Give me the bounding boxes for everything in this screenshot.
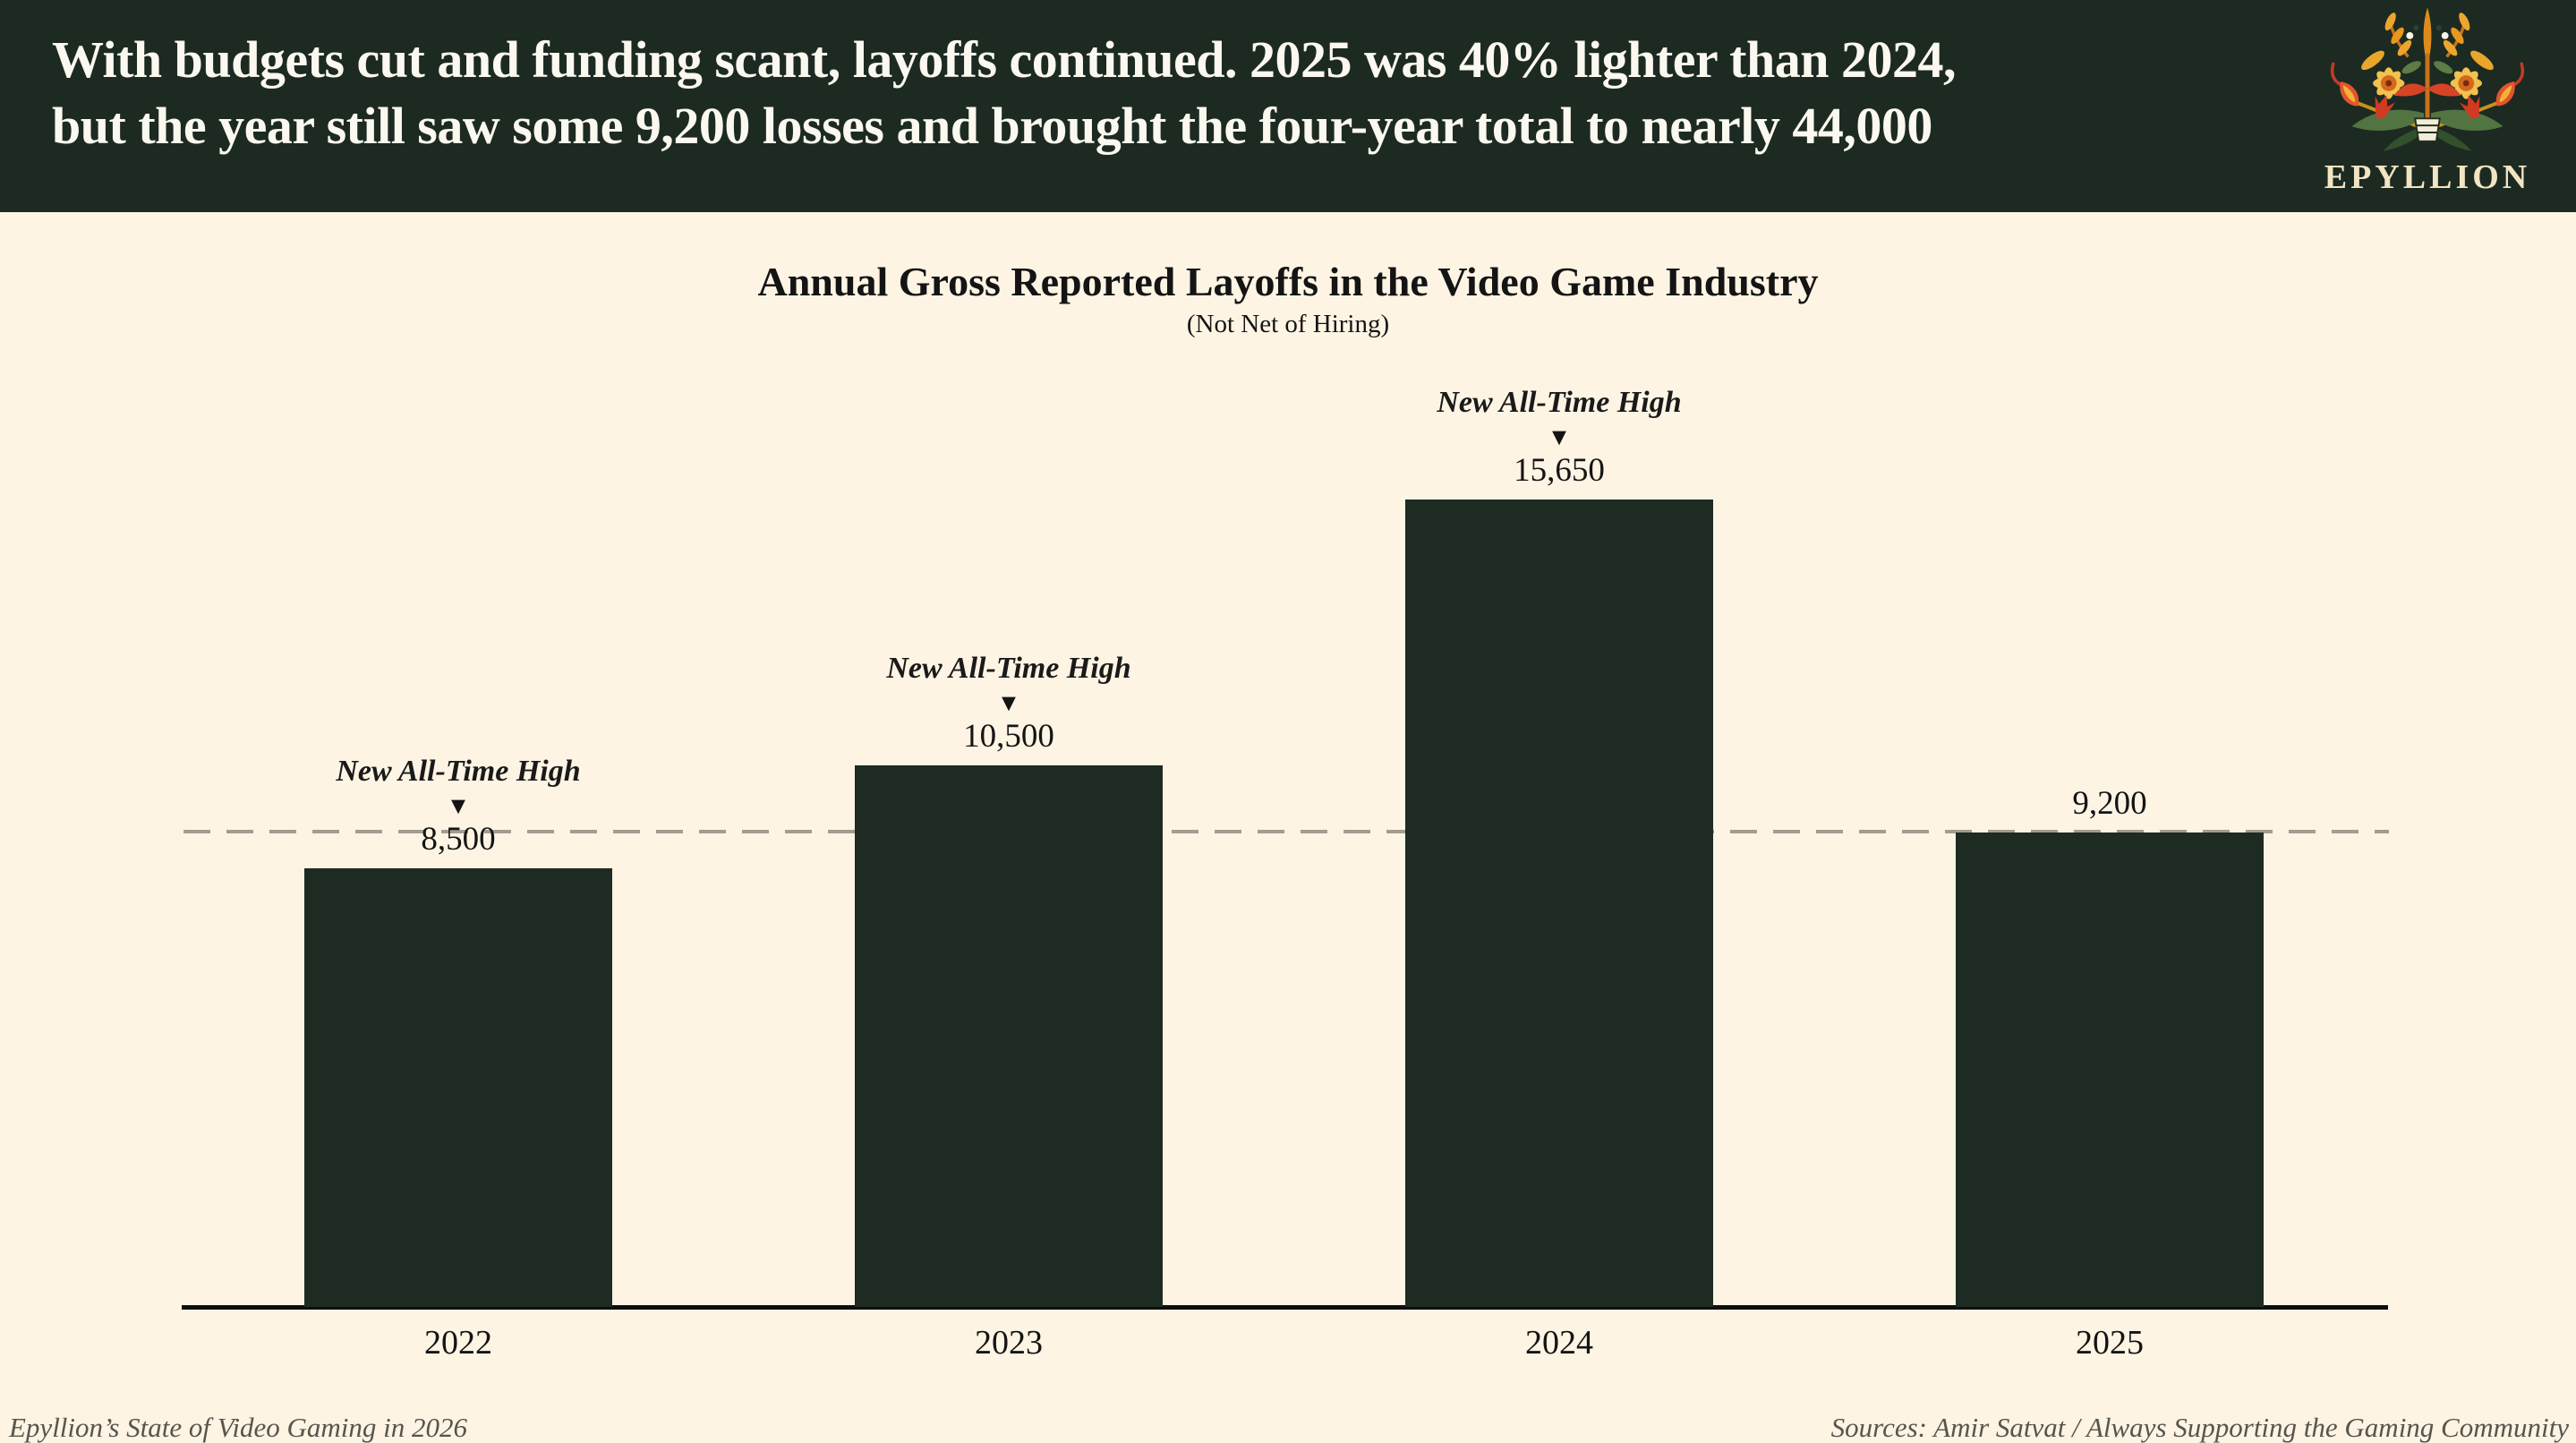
bar-value-2024: 15,650 <box>1514 452 1605 489</box>
bar-value-2025: 9,200 <box>2072 785 2147 822</box>
headline: With budgets cut and funding scant, layo… <box>52 27 1957 159</box>
footer-credit: Epyllion’s State of Video Gaming in 2026 <box>9 1412 468 1443</box>
footer-sources: Sources: Amir Satvat / Always Supporting… <box>1830 1412 2569 1443</box>
chart-subtitle: (Not Net of Hiring) <box>1186 310 1390 338</box>
annotation-label-2023: New All-Time High <box>886 652 1131 685</box>
annotation-label-2022: New All-Time High <box>336 755 581 788</box>
floral-bouquet-icon <box>2330 7 2525 153</box>
bar-2023 <box>855 765 1163 1307</box>
epyllion-logo: EPYLLION <box>2318 2 2537 210</box>
bar-2024 <box>1405 500 1713 1307</box>
x-tick-2022: 2022 <box>424 1324 492 1362</box>
bar-value-2022: 8,500 <box>421 821 496 858</box>
x-tick-2025: 2025 <box>2076 1324 2144 1362</box>
chart-title: Annual Gross Reported Layoffs in the Vid… <box>757 259 1819 304</box>
bar-2022 <box>304 868 612 1307</box>
header-banner: With budgets cut and funding scant, layo… <box>0 0 2576 212</box>
headline-line-1: With budgets cut and funding scant, layo… <box>52 30 1957 89</box>
annotation-label-2024: New All-Time High <box>1437 386 1682 419</box>
x-axis-line <box>182 1305 2388 1310</box>
annotation-arrow-2022: ▼ <box>446 792 471 819</box>
bar-value-2023: 10,500 <box>963 718 1054 755</box>
annotation-arrow-2023: ▼ <box>996 689 1021 716</box>
annotation-arrow-2024: ▼ <box>1547 423 1572 450</box>
x-tick-2024: 2024 <box>1525 1324 1593 1362</box>
reference-dashed-line <box>183 829 2389 833</box>
bar-2025 <box>1956 832 2264 1307</box>
headline-line-2: but the year still saw some 9,200 losses… <box>52 97 1932 155</box>
x-tick-2023: 2023 <box>975 1324 1043 1362</box>
logo-wordmark: EPYLLION <box>2324 158 2531 196</box>
